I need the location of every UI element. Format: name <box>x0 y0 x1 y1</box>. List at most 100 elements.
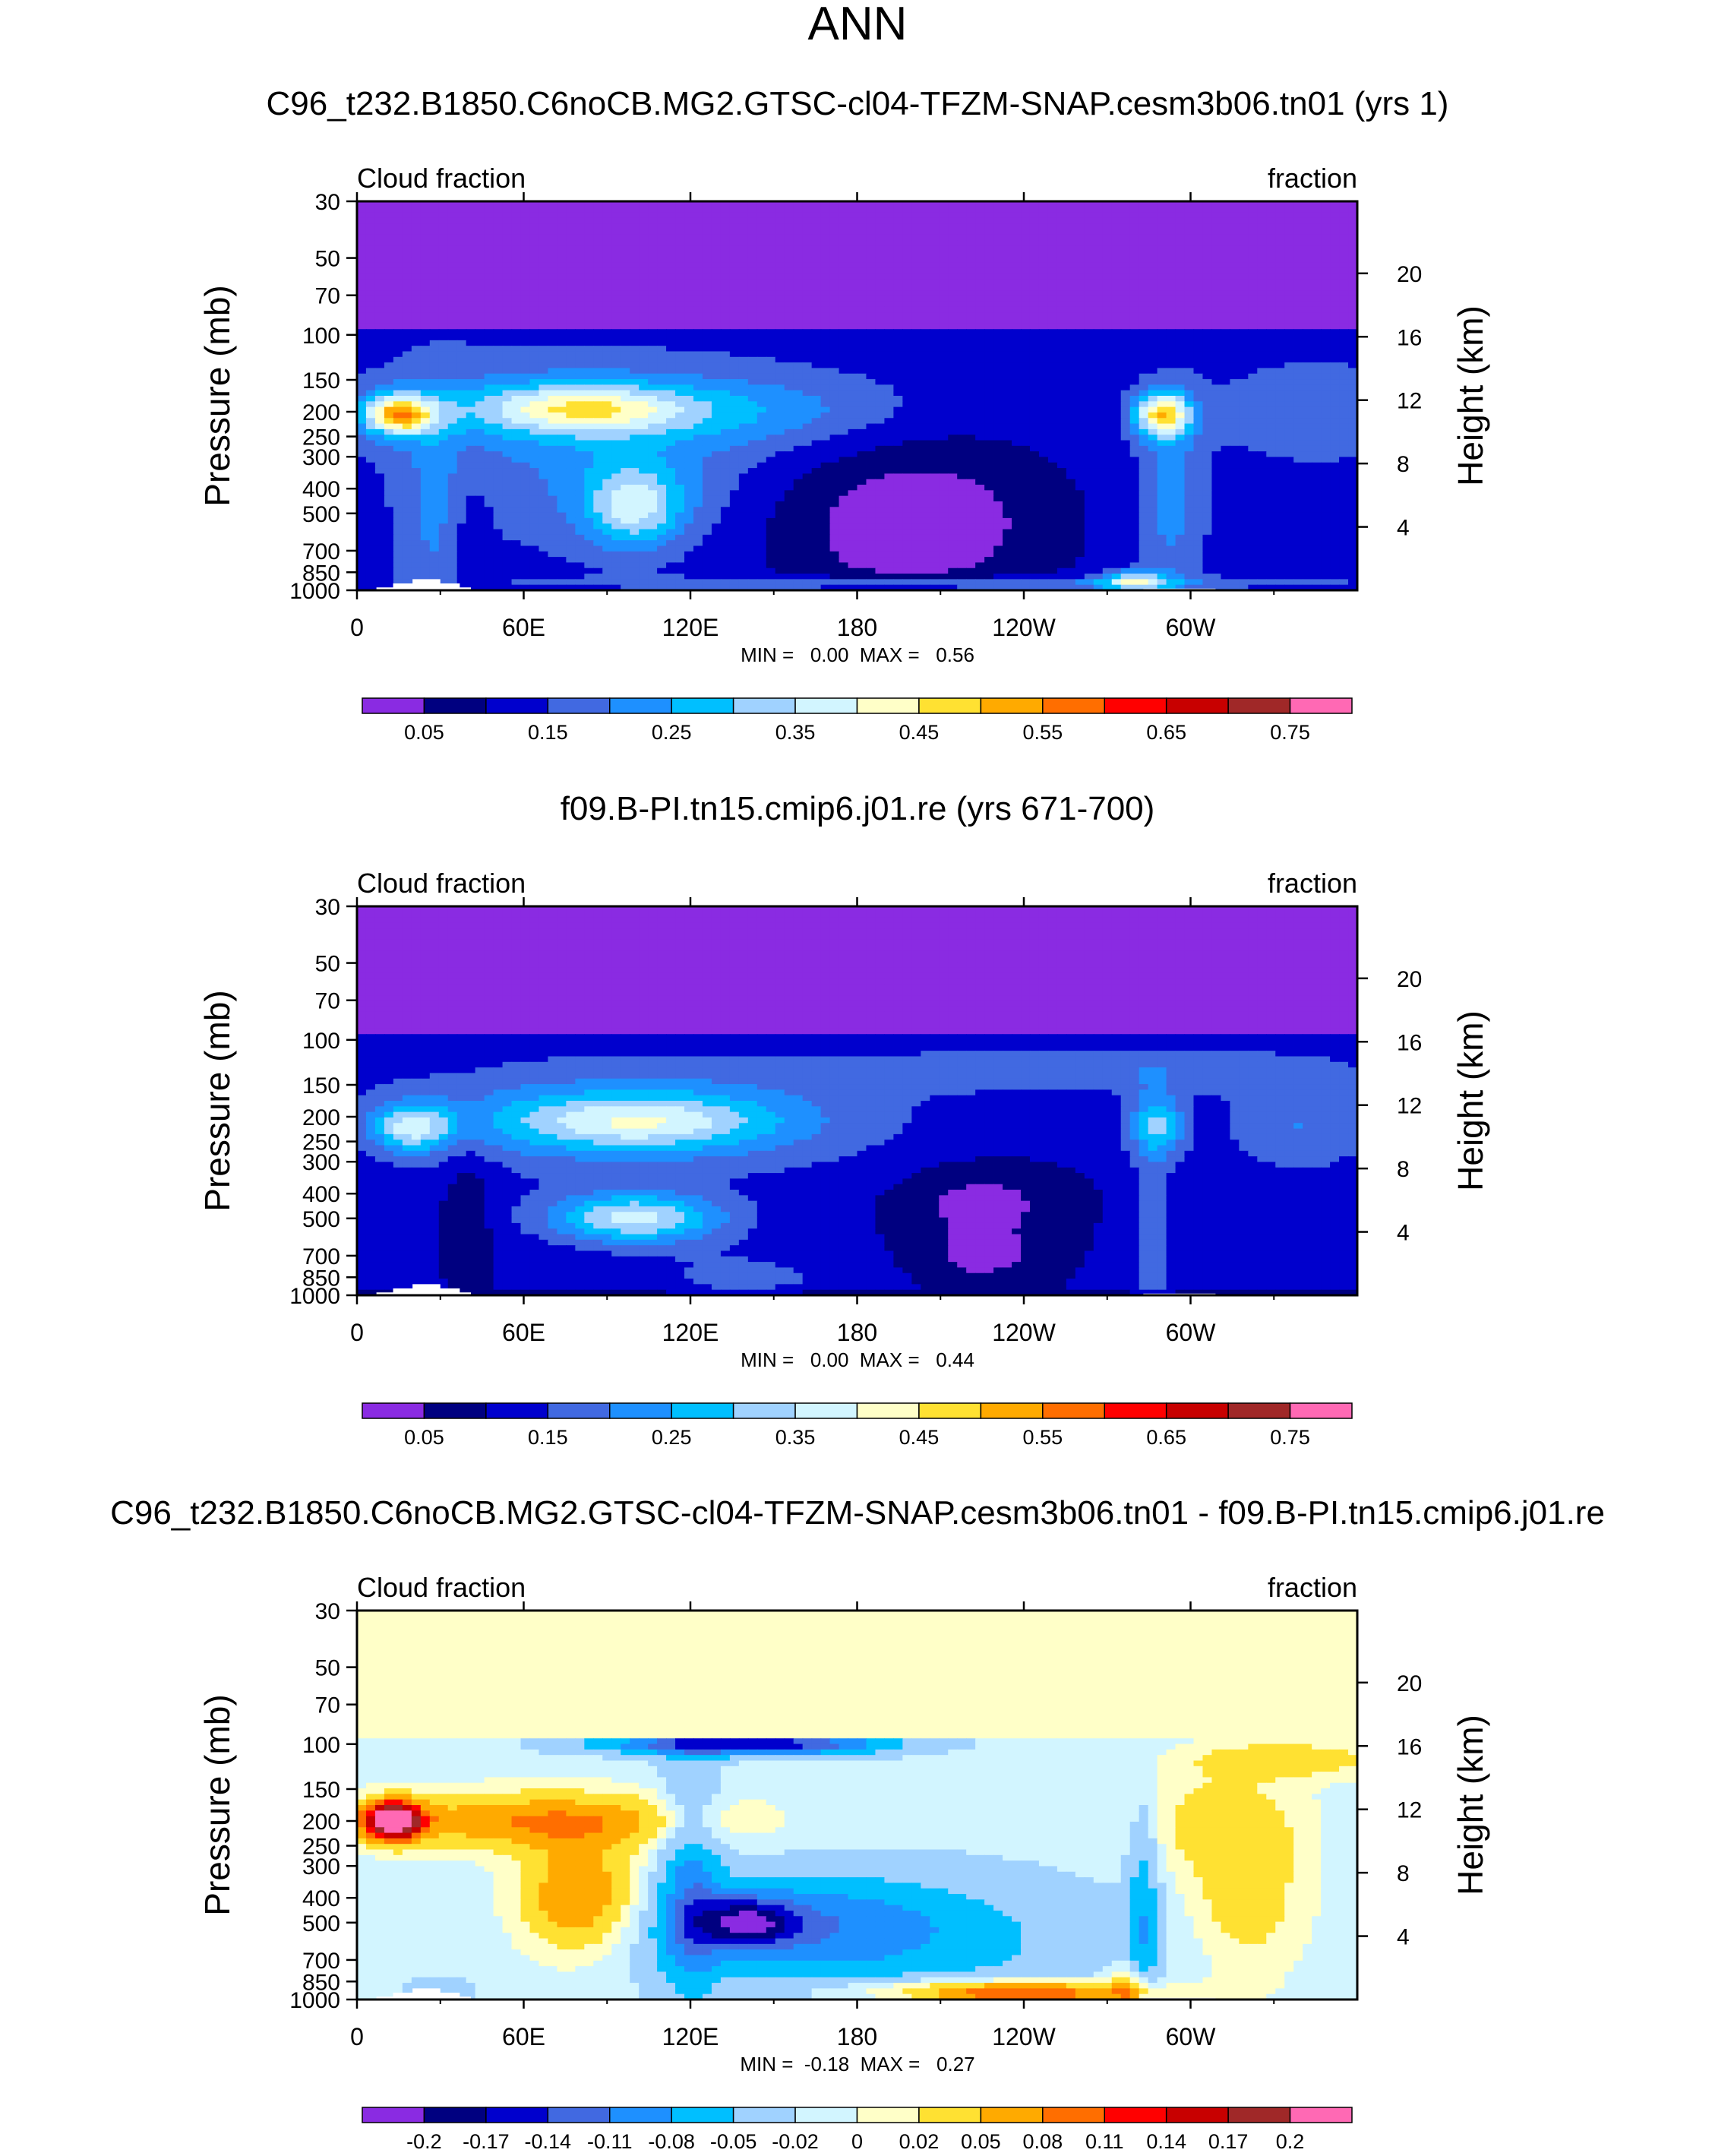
heatmap-cell <box>1103 257 1113 263</box>
heatmap-cell <box>948 207 958 213</box>
heatmap-cell <box>739 207 749 213</box>
heatmap-cell <box>1012 223 1022 229</box>
heatmap-cell <box>948 251 958 258</box>
heatmap-cell <box>1312 246 1322 252</box>
heatmap-cell <box>785 251 794 258</box>
heatmap-cell <box>1339 218 1349 224</box>
heatmap-cell <box>993 223 1003 229</box>
heatmap-cell <box>602 262 612 268</box>
heatmap-cell <box>457 251 467 258</box>
heatmap-cell <box>666 223 676 229</box>
heatmap-cell <box>739 240 749 246</box>
heatmap-cell <box>430 218 440 224</box>
heatmap-cell <box>757 240 767 246</box>
heatmap-cell <box>1176 257 1186 263</box>
heatmap-cell <box>984 207 994 213</box>
heatmap-cell <box>785 223 794 229</box>
heatmap-cell <box>1039 262 1049 268</box>
heatmap-cell <box>375 251 385 258</box>
heatmap-cell <box>803 240 813 246</box>
heatmap-cell <box>1094 246 1104 252</box>
heatmap-cell <box>757 218 767 224</box>
heatmap-cell <box>1121 223 1131 229</box>
heatmap-cell <box>375 246 385 252</box>
heatmap-cell <box>803 223 813 229</box>
heatmap-cell <box>357 262 367 268</box>
heatmap-cell <box>1121 246 1131 252</box>
heatmap-cell <box>1039 235 1049 241</box>
heatmap-cell <box>1312 229 1322 236</box>
heatmap-cell <box>412 207 422 213</box>
heatmap-cell <box>1030 240 1040 246</box>
heatmap-cell <box>1266 213 1276 219</box>
heatmap-cell <box>1185 257 1195 263</box>
heatmap-cell <box>1330 229 1340 236</box>
heatmap-cell <box>611 251 621 258</box>
heatmap-cell <box>1293 213 1303 219</box>
heatmap-cell <box>684 207 694 213</box>
heatmap-cell <box>893 246 903 252</box>
heatmap-cell <box>1012 218 1022 224</box>
heatmap-cell <box>602 223 612 229</box>
heatmap-cell <box>1167 257 1176 263</box>
heatmap-cell <box>803 257 813 263</box>
heatmap-cell <box>1112 246 1122 252</box>
heatmap-cell <box>1158 235 1167 241</box>
heatmap-cell <box>403 235 412 241</box>
heatmap-cell <box>1103 229 1113 236</box>
heatmap-cell <box>748 246 758 252</box>
heatmap-cell <box>457 246 467 252</box>
heatmap-cell <box>1158 251 1167 258</box>
heatmap-cell <box>839 246 849 252</box>
heatmap-cell <box>921 240 930 246</box>
heatmap-cell <box>775 246 785 252</box>
heatmap-cell <box>430 251 440 258</box>
heatmap-cell <box>1248 240 1258 246</box>
heatmap-cell <box>1012 262 1022 268</box>
heatmap-cell <box>503 218 513 224</box>
heatmap-cell <box>821 240 831 246</box>
heatmap-cell <box>794 240 804 246</box>
heatmap-cell <box>1094 213 1104 219</box>
heatmap-cell <box>521 257 531 263</box>
heatmap-cell <box>575 235 585 241</box>
heatmap-cell <box>1075 207 1085 213</box>
heatmap-cell <box>675 235 685 241</box>
heatmap-cell <box>621 207 630 213</box>
heatmap-cell <box>1094 235 1104 241</box>
heatmap-cell <box>839 218 849 224</box>
heatmap-cell <box>693 240 703 246</box>
heatmap-cell <box>1257 235 1267 241</box>
heatmap-cell <box>884 213 894 219</box>
heatmap-cell <box>494 229 504 236</box>
heatmap-cell <box>1003 223 1012 229</box>
heatmap-cell <box>1112 235 1122 241</box>
heatmap-cell <box>448 235 458 241</box>
heatmap-cell <box>648 213 658 219</box>
heatmap-cell <box>775 218 785 224</box>
heatmap-cell <box>848 218 858 224</box>
heatmap-cell <box>539 223 548 229</box>
heatmap-cell <box>639 240 649 246</box>
heatmap-cell <box>975 240 985 246</box>
heatmap-cell <box>858 251 867 258</box>
heatmap-cell <box>1230 213 1240 219</box>
heatmap-cell <box>1048 257 1058 263</box>
heatmap-cell <box>1275 229 1285 236</box>
heatmap-cell <box>393 207 403 213</box>
heatmap-cell <box>1321 246 1331 252</box>
heatmap-cell <box>703 218 712 224</box>
heatmap-cell <box>1167 213 1176 219</box>
heatmap-cell <box>1193 246 1203 252</box>
heatmap-cell <box>1066 218 1076 224</box>
heatmap-cell <box>611 213 621 219</box>
heatmap-cell <box>466 235 476 241</box>
heatmap-cell <box>858 257 867 263</box>
heatmap-cell <box>1039 207 1049 213</box>
heatmap-cell <box>1066 235 1076 241</box>
heatmap-cell <box>693 223 703 229</box>
heatmap-cell <box>794 251 804 258</box>
heatmap-cell <box>375 235 385 241</box>
heatmap-cell <box>812 229 822 236</box>
heatmap-cell <box>911 251 921 258</box>
